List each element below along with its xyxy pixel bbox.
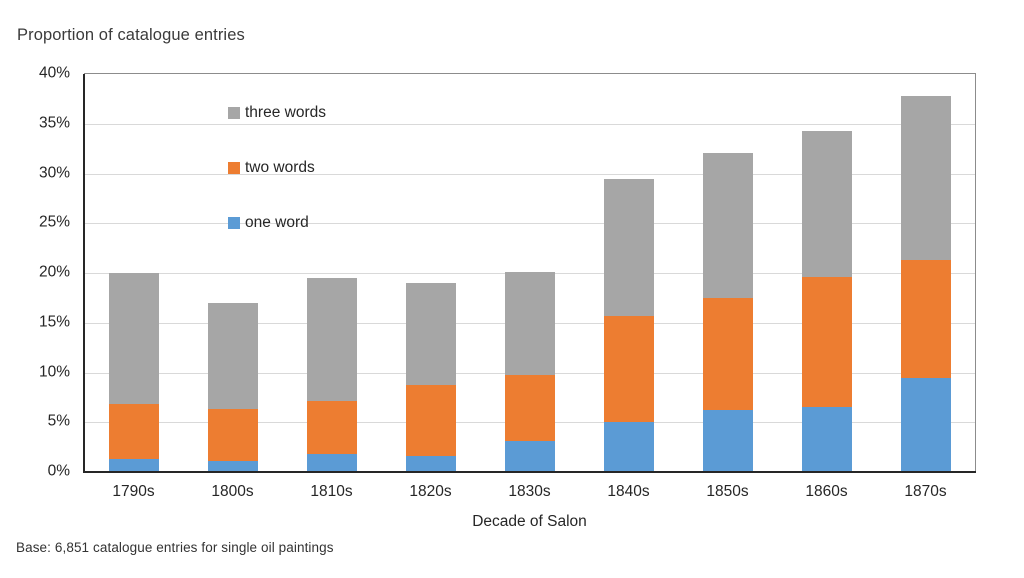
x-tick-label: 1820s [409, 483, 452, 500]
bar-1860s [801, 130, 852, 472]
bar-segment-one-word [801, 407, 852, 472]
y-tick-label: 35% [38, 114, 70, 131]
bar-segment-one-word [504, 441, 555, 472]
bar-1800s [207, 302, 258, 472]
bar-segment-one-word [108, 459, 159, 472]
gridline [84, 223, 975, 225]
gridline [84, 123, 975, 125]
bar-segment-two-words [108, 404, 159, 460]
base-note: Base: 6,851 catalogue entries for single… [16, 540, 334, 555]
y-axis-line [83, 74, 85, 472]
x-tick-label: 1790s [112, 483, 155, 500]
x-tick-label: 1860s [805, 483, 848, 500]
x-tick-label: 1830s [508, 483, 551, 500]
legend-item-two-words: two words [228, 157, 326, 179]
bar-segment-two-words [603, 315, 654, 423]
y-tick-label: 40% [38, 64, 70, 82]
bar-segment-three-words [603, 179, 654, 316]
y-tick-label: 10% [38, 362, 70, 380]
x-tick-label: 1800s [211, 483, 254, 500]
bar-segment-three-words [108, 273, 159, 405]
legend-label: two words [245, 159, 315, 177]
bar-segment-two-words [405, 385, 456, 457]
bar-segment-one-word [603, 422, 654, 472]
bar-segment-three-words [702, 152, 753, 298]
legend-item-three-words: three words [228, 102, 326, 124]
bar-segment-three-words [405, 282, 456, 386]
x-tick-label: 1840s [607, 483, 650, 500]
plot-area [83, 73, 976, 473]
y-tick-label: 25% [38, 213, 70, 231]
legend: three words two words one word [228, 102, 326, 267]
x-tick-label: 1810s [310, 483, 353, 500]
bar-1870s [900, 95, 951, 472]
bar-1840s [603, 179, 654, 472]
bar-segment-three-words [306, 277, 357, 402]
bar-1830s [504, 272, 555, 472]
y-tick-label: 15% [38, 313, 70, 330]
x-tick-label: 1870s [904, 483, 947, 500]
bar-segment-three-words [801, 130, 852, 277]
gridline [84, 173, 975, 175]
legend-swatch-icon [228, 107, 240, 119]
bar-segment-two-words [702, 297, 753, 411]
bar-segment-one-word [702, 410, 753, 472]
y-tick-label: 20% [38, 263, 70, 281]
x-axis-title: Decade of Salon [472, 513, 587, 530]
bar-1850s [702, 152, 753, 472]
x-tick-label: 1850s [706, 483, 749, 500]
bar-segment-three-words [504, 272, 555, 375]
bar-segment-two-words [504, 374, 555, 442]
legend-label: one word [245, 214, 309, 232]
bar-segment-two-words [900, 260, 951, 379]
bar-1790s [108, 273, 159, 472]
bar-segment-one-word [900, 378, 951, 472]
bar-1820s [405, 282, 456, 472]
legend-swatch-icon [228, 217, 240, 229]
bar-1810s [306, 277, 357, 472]
bar-segment-one-word [405, 456, 456, 472]
chart-title: Proportion of catalogue entries [17, 26, 245, 44]
y-tick-label: 0% [47, 462, 70, 480]
legend-label: three words [245, 104, 326, 122]
bar-segment-two-words [801, 276, 852, 408]
bar-segment-three-words [207, 302, 258, 410]
x-axis-line [83, 471, 976, 473]
bar-segment-one-word [306, 454, 357, 472]
bar-segment-two-words [207, 409, 258, 462]
legend-item-one-word: one word [228, 212, 326, 234]
bar-segment-two-words [306, 401, 357, 455]
bar-segment-one-word [207, 461, 258, 472]
bar-segment-three-words [900, 95, 951, 261]
legend-swatch-icon [228, 162, 240, 174]
y-tick-label: 30% [38, 163, 70, 181]
y-tick-label: 5% [47, 412, 70, 430]
